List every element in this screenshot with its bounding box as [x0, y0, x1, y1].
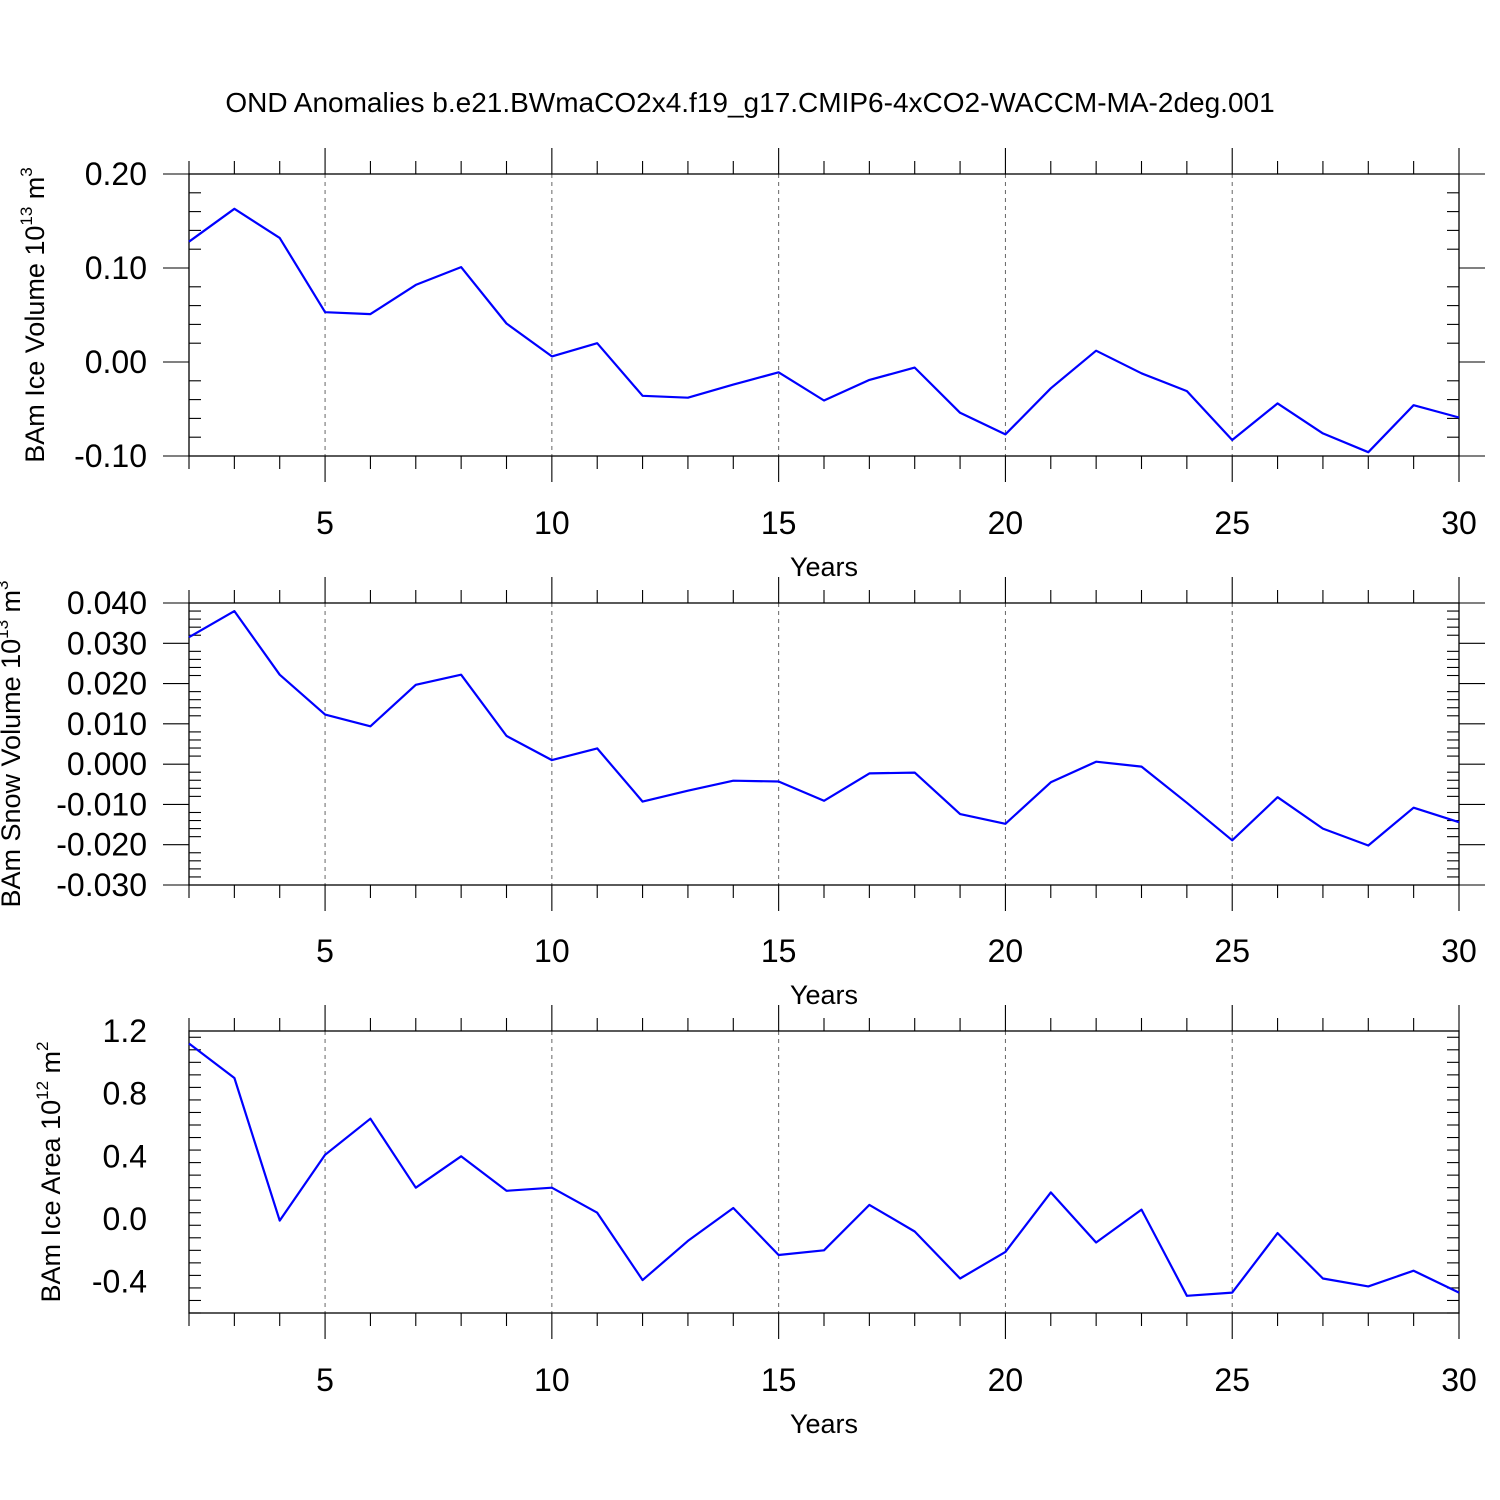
x-tick-label: 10 — [534, 505, 570, 541]
y-tick-label: -0.10 — [74, 438, 147, 474]
y-axis-label-exponent: 13 — [17, 207, 36, 226]
series-line — [188, 1042, 1460, 1297]
x-axis-label: Years — [790, 552, 858, 582]
y-axis-label: BAm Ice Area 1012 m2 — [33, 1042, 66, 1303]
y-tick-label: -0.010 — [56, 786, 147, 822]
x-tick-label: 20 — [988, 1362, 1024, 1398]
y-tick-label: -0.030 — [56, 867, 147, 903]
x-tick-label: 15 — [761, 505, 797, 541]
y-tick-label: 0.4 — [103, 1138, 147, 1174]
y-axis-label-unit-exponent: 3 — [17, 167, 36, 176]
y-tick-label: 0.8 — [103, 1076, 147, 1112]
x-tick-label: 10 — [534, 933, 570, 969]
y-tick-label: 0.020 — [67, 666, 147, 702]
y-axis-label-unit: m — [0, 590, 26, 620]
x-tick-label: 20 — [988, 933, 1024, 969]
x-tick-label: 20 — [988, 505, 1024, 541]
y-tick-label: 0.010 — [67, 706, 147, 742]
y-axis-label-exponent: 13 — [0, 620, 12, 639]
x-tick-label: 10 — [534, 1362, 570, 1398]
y-axis-label: BAm Snow Volume 1013 m3 — [0, 580, 26, 907]
x-axis-label: Years — [790, 1409, 858, 1439]
x-axis-label: Years — [790, 980, 858, 1010]
x-tick-label: 5 — [316, 933, 334, 969]
y-tick-label: 1.2 — [103, 1013, 147, 1049]
y-axis-label-unit-exponent: 3 — [0, 580, 12, 589]
y-tick-label: 0.0 — [103, 1201, 147, 1237]
y-tick-label: 0.040 — [67, 585, 147, 621]
series-line — [188, 207, 1460, 454]
y-tick-label: 0.20 — [85, 156, 147, 192]
y-axis-label-unit-exponent: 2 — [33, 1042, 52, 1051]
x-tick-label: 30 — [1441, 1362, 1477, 1398]
y-axis-label-main: BAm Snow Volume 10 — [0, 639, 26, 908]
y-tick-label: 0.000 — [67, 746, 147, 782]
y-tick-label: 0.00 — [85, 344, 147, 380]
x-tick-label: 25 — [1214, 1362, 1250, 1398]
panel-1: -0.10 0.00 0.10 0.20 5 10 15 20 25 30 Years BAm Ice… — [17, 148, 1485, 582]
x-tick-label: 30 — [1441, 933, 1477, 969]
y-axis-label-exponent: 12 — [33, 1081, 52, 1100]
y-axis-label-main: BAm Ice Volume 10 — [20, 226, 50, 463]
y-axis-label-unit: m — [20, 177, 50, 207]
x-tick-label: 15 — [761, 1362, 797, 1398]
x-tick-label: 25 — [1214, 933, 1250, 969]
y-axis-label: BAm Ice Volume 1013 m3 — [17, 167, 50, 463]
y-axis-label-main: BAm Ice Area 10 — [36, 1100, 66, 1303]
figure-title: OND Anomalies b.e21.BWmaCO2x4.f19_g17.CM… — [225, 87, 1274, 118]
series-line — [188, 609, 1460, 847]
x-tick-label: 5 — [316, 505, 334, 541]
x-tick-label: 5 — [316, 1362, 334, 1398]
y-tick-label: -0.020 — [56, 827, 147, 863]
panel-3: -0.4 0.0 0.4 0.8 1.2 5 10 15 20 25 30 Years BAm Ice … — [33, 1005, 1477, 1439]
x-tick-label: 30 — [1441, 505, 1477, 541]
x-tick-label: 15 — [761, 933, 797, 969]
y-tick-label: 0.030 — [67, 625, 147, 661]
panel-2: -0.030 -0.020 -0.010 0.000 0.010 0.020 0.030 0.… — [0, 577, 1485, 1010]
y-tick-label: -0.4 — [92, 1264, 147, 1300]
y-tick-label: 0.10 — [85, 250, 147, 286]
y-axis-label-unit: m — [36, 1051, 66, 1081]
x-tick-label: 25 — [1214, 505, 1250, 541]
